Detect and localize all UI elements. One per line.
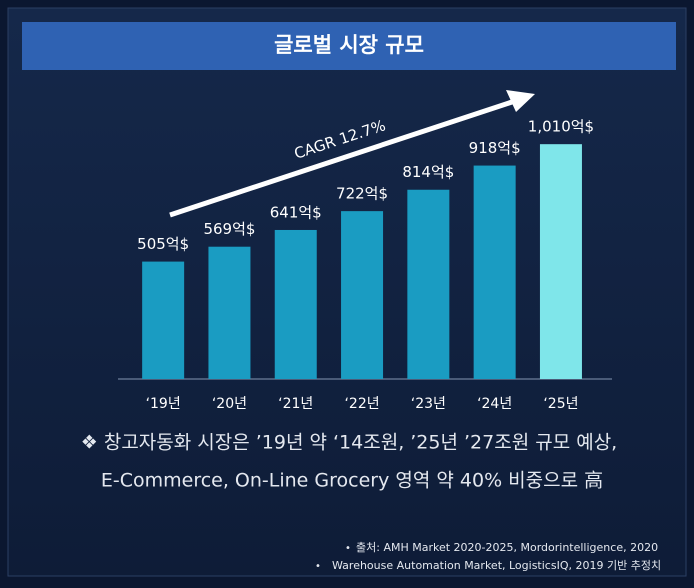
value-label: 1,010억$	[528, 118, 594, 136]
bar	[407, 189, 450, 379]
note: ❖ 창고자동화 시장은 ’19년 약 ‘14조원, ’25년 ’27조원 규모 …	[81, 432, 617, 454]
x-tick-label: ‘23년	[411, 396, 446, 412]
source: Warehouse Automation Market, LogisticsIQ…	[332, 559, 661, 572]
bar	[341, 211, 384, 379]
bar	[539, 144, 582, 379]
x-tick-label: ‘19년	[146, 396, 181, 412]
value-label: 814억$	[402, 163, 454, 181]
growth-arrow	[169, 98, 516, 218]
x-tick-label: ‘20년	[212, 396, 247, 412]
arrow-head	[506, 90, 535, 112]
title-bar	[22, 22, 676, 70]
value-label: 722억$	[336, 185, 388, 203]
source-bullet: •	[345, 543, 351, 554]
value-label: 918억$	[469, 139, 521, 157]
chart-title: 글로벌 시장 규모	[274, 33, 424, 57]
source: 출처: AMH Market 2020-2025, Mordorintellig…	[356, 541, 658, 554]
x-tick-label: ‘22년	[344, 396, 379, 412]
bar	[473, 165, 516, 379]
value-label: 641억$	[270, 203, 322, 221]
bar	[142, 261, 185, 379]
source-bullet: •	[315, 561, 321, 572]
x-tick-label: ‘24년	[477, 396, 512, 412]
note: E-Commerce, On-Line Grocery 영역 약 40% 비중으…	[101, 470, 603, 492]
x-tick-label: ‘25년	[543, 396, 578, 412]
bar	[274, 229, 317, 379]
x-tick-label: ‘21년	[278, 396, 313, 412]
bar	[208, 246, 251, 379]
value-label: 505억$	[137, 235, 189, 253]
value-label: 569억$	[203, 220, 255, 238]
